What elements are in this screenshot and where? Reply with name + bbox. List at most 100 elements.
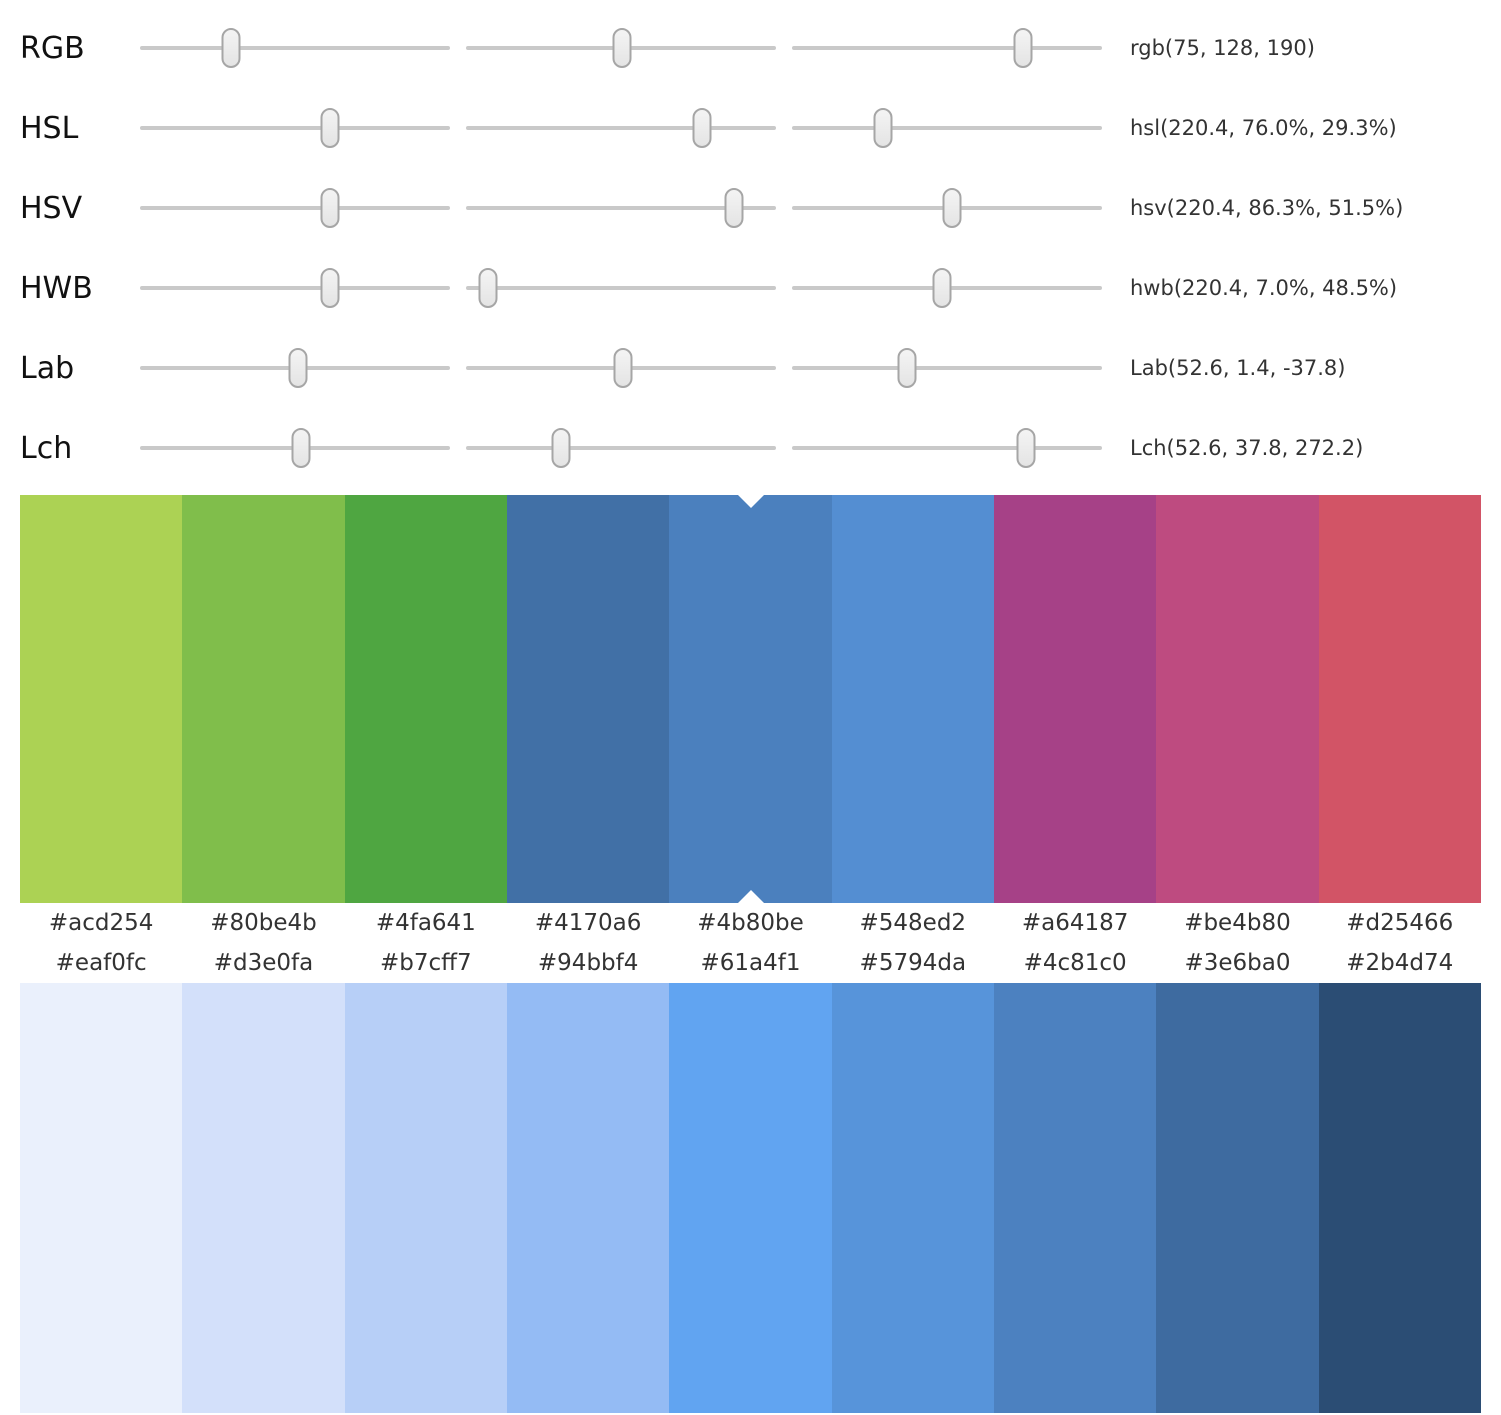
hwb-h-slider[interactable] xyxy=(140,265,450,311)
slider-track-line xyxy=(140,46,450,50)
lab-label: Lab xyxy=(20,350,75,386)
slider-track-line xyxy=(466,206,776,210)
hex-label: #4c81c0 xyxy=(1023,950,1127,976)
hex-label: #4b80be xyxy=(697,910,804,936)
selected-marker-bottom-icon xyxy=(737,890,764,903)
slider-thumb[interactable] xyxy=(932,268,952,308)
slider-thumb[interactable] xyxy=(320,268,340,308)
palette-swatch[interactable] xyxy=(506,495,670,903)
selected-marker-top-icon xyxy=(737,495,764,508)
hex-label: #d25466 xyxy=(1346,910,1454,936)
slider-thumb[interactable] xyxy=(288,348,308,388)
hsl-label: HSL xyxy=(20,110,79,146)
hwb-slider-row: HWB hwb(220.4, 7.0%, 48.5%) xyxy=(20,248,1501,328)
lch-value-text: Lch(52.6, 37.8, 272.2) xyxy=(1130,436,1364,460)
palette-swatch[interactable] xyxy=(20,983,183,1413)
hwb-b-slider[interactable] xyxy=(792,265,1102,311)
slider-panel: RGB rgb(75, 128, 190) HSL xyxy=(0,0,1501,488)
slider-track-line xyxy=(792,46,1102,50)
hwb-value-text: hwb(220.4, 7.0%, 48.5%) xyxy=(1130,276,1398,300)
lab-b-slider[interactable] xyxy=(792,345,1102,391)
palette-swatch[interactable] xyxy=(182,983,345,1413)
palette-swatch[interactable] xyxy=(1156,495,1319,903)
slider-thumb[interactable] xyxy=(724,188,744,228)
palette-swatch[interactable] xyxy=(344,495,507,903)
hsl-s-slider[interactable] xyxy=(466,105,776,151)
slider-track-line xyxy=(792,366,1102,370)
palette-swatch[interactable] xyxy=(1318,495,1481,903)
rgb-g-slider[interactable] xyxy=(466,25,776,71)
slider-thumb[interactable] xyxy=(612,28,632,68)
slider-thumb[interactable] xyxy=(320,188,340,228)
hsv-v-slider[interactable] xyxy=(792,185,1102,231)
palette-panel: #acd254 #80be4b #4fa641 #4170a6 #4b80be … xyxy=(20,495,1481,1413)
slider-thumb[interactable] xyxy=(291,428,311,468)
tint-palette-band xyxy=(20,983,1481,1413)
slider-thumb[interactable] xyxy=(1013,28,1033,68)
hsv-slider-row: HSV hsv(220.4, 86.3%, 51.5%) xyxy=(20,168,1501,248)
hex-label: #acd254 xyxy=(48,910,154,936)
hwb-w-slider[interactable] xyxy=(466,265,776,311)
palette-swatch[interactable] xyxy=(506,983,670,1413)
slider-thumb[interactable] xyxy=(873,108,893,148)
hex-label: #4fa641 xyxy=(375,910,476,936)
slider-thumb[interactable] xyxy=(613,348,633,388)
slider-track-line xyxy=(466,286,776,290)
palette-swatch[interactable] xyxy=(993,983,1157,1413)
slider-thumb[interactable] xyxy=(897,348,917,388)
rgb-slider-row: RGB rgb(75, 128, 190) xyxy=(20,8,1501,88)
hsv-value-text: hsv(220.4, 86.3%, 51.5%) xyxy=(1130,196,1404,220)
palette-swatch[interactable] xyxy=(831,495,994,903)
hsl-l-slider[interactable] xyxy=(792,105,1102,151)
slider-thumb[interactable] xyxy=(942,188,962,228)
lch-h-slider[interactable] xyxy=(792,425,1102,471)
lch-l-slider[interactable] xyxy=(140,425,450,471)
palette-swatch[interactable] xyxy=(344,983,507,1413)
slider-track-line xyxy=(792,446,1102,450)
palette-swatch-selected[interactable] xyxy=(669,495,832,903)
slider-track-line xyxy=(140,126,450,130)
hex-label: #80be4b xyxy=(210,910,317,936)
lch-slider-row: Lch Lch(52.6, 37.8, 272.2) xyxy=(20,408,1501,488)
rgb-b-slider[interactable] xyxy=(792,25,1102,71)
hue-hex-labels: #acd254 #80be4b #4fa641 #4170a6 #4b80be … xyxy=(20,903,1481,943)
hwb-label: HWB xyxy=(20,270,93,306)
lab-l-slider[interactable] xyxy=(140,345,450,391)
lab-value-text: Lab(52.6, 1.4, -37.8) xyxy=(1130,356,1346,380)
palette-swatch[interactable] xyxy=(1156,983,1319,1413)
hsl-value-text: hsl(220.4, 76.0%, 29.3%) xyxy=(1130,116,1397,140)
hsv-s-slider[interactable] xyxy=(466,185,776,231)
hsl-h-slider[interactable] xyxy=(140,105,450,151)
slider-track-line xyxy=(140,206,450,210)
hex-label: #d3e0fa xyxy=(213,950,314,976)
palette-swatch[interactable] xyxy=(669,983,832,1413)
palette-swatch[interactable] xyxy=(1318,983,1481,1413)
hex-label: #61a4f1 xyxy=(700,950,801,976)
palette-swatch[interactable] xyxy=(831,983,994,1413)
slider-thumb[interactable] xyxy=(1016,428,1036,468)
lch-label: Lch xyxy=(20,430,73,466)
rgb-r-slider[interactable] xyxy=(140,25,450,71)
slider-thumb[interactable] xyxy=(320,108,340,148)
slider-track-line xyxy=(466,446,776,450)
slider-thumb[interactable] xyxy=(221,28,241,68)
lab-slider-row: Lab Lab(52.6, 1.4, -37.8) xyxy=(20,328,1501,408)
lch-c-slider[interactable] xyxy=(466,425,776,471)
hex-label: #2b4d74 xyxy=(1346,950,1454,976)
slider-thumb[interactable] xyxy=(551,428,571,468)
rgb-value-text: rgb(75, 128, 190) xyxy=(1130,36,1315,60)
lab-a-slider[interactable] xyxy=(466,345,776,391)
slider-thumb[interactable] xyxy=(692,108,712,148)
slider-track-line xyxy=(466,126,776,130)
tint-hex-labels: #eaf0fc #d3e0fa #b7cff7 #94bbf4 #61a4f1 … xyxy=(20,943,1481,983)
hex-label: #3e6ba0 xyxy=(1184,950,1291,976)
slider-track-line xyxy=(140,286,450,290)
slider-thumb[interactable] xyxy=(478,268,498,308)
palette-swatch[interactable] xyxy=(20,495,183,903)
hue-palette-band xyxy=(20,495,1481,903)
palette-swatch[interactable] xyxy=(993,495,1157,903)
palette-swatch[interactable] xyxy=(182,495,345,903)
hex-label: #eaf0fc xyxy=(55,950,147,976)
hex-label: #94bbf4 xyxy=(537,950,639,976)
hsv-h-slider[interactable] xyxy=(140,185,450,231)
